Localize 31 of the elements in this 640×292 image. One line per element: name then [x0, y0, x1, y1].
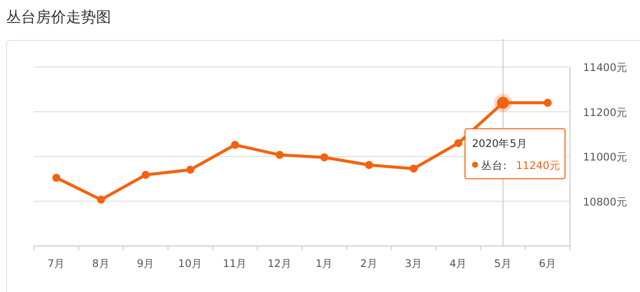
- x-tick-label: 2月: [360, 258, 378, 270]
- x-tick-label: 1月: [315, 258, 334, 270]
- point: [231, 140, 239, 149]
- x-tick-label: 11月: [222, 258, 248, 270]
- point: [454, 139, 462, 148]
- point: [320, 153, 328, 162]
- point: [410, 164, 418, 173]
- x-tick-label: 5月: [494, 258, 512, 270]
- point: [544, 98, 552, 107]
- point: [365, 161, 373, 170]
- x-tick-label: 6月: [538, 258, 557, 270]
- x-tick-label: 3月: [404, 258, 423, 270]
- annotation: 11240元: [516, 160, 560, 172]
- y-tick-label: 10800元: [583, 196, 628, 208]
- legend-label: 丛台:: [481, 158, 507, 172]
- point: [186, 166, 194, 174]
- x-tick-label: 4月: [449, 258, 468, 270]
- point: [142, 170, 150, 179]
- point: [276, 150, 284, 159]
- x-tick-label: 9月: [136, 258, 155, 270]
- point: [52, 174, 60, 182]
- x-tick-label: 12月: [267, 258, 292, 270]
- point: [97, 196, 105, 204]
- x-tick-label: 8月: [92, 258, 110, 270]
- x-tick-label: 10月: [178, 258, 203, 270]
- y-tick-label: 11400元: [583, 62, 628, 74]
- y-tick-label: 11000元: [583, 152, 628, 164]
- annotation: 2020年5月: [472, 138, 528, 150]
- x-tick-label: 7月: [47, 258, 66, 270]
- y-tick-label: 11200元: [583, 106, 628, 119]
- chart-title: 丛台房价走势图: [6, 8, 111, 26]
